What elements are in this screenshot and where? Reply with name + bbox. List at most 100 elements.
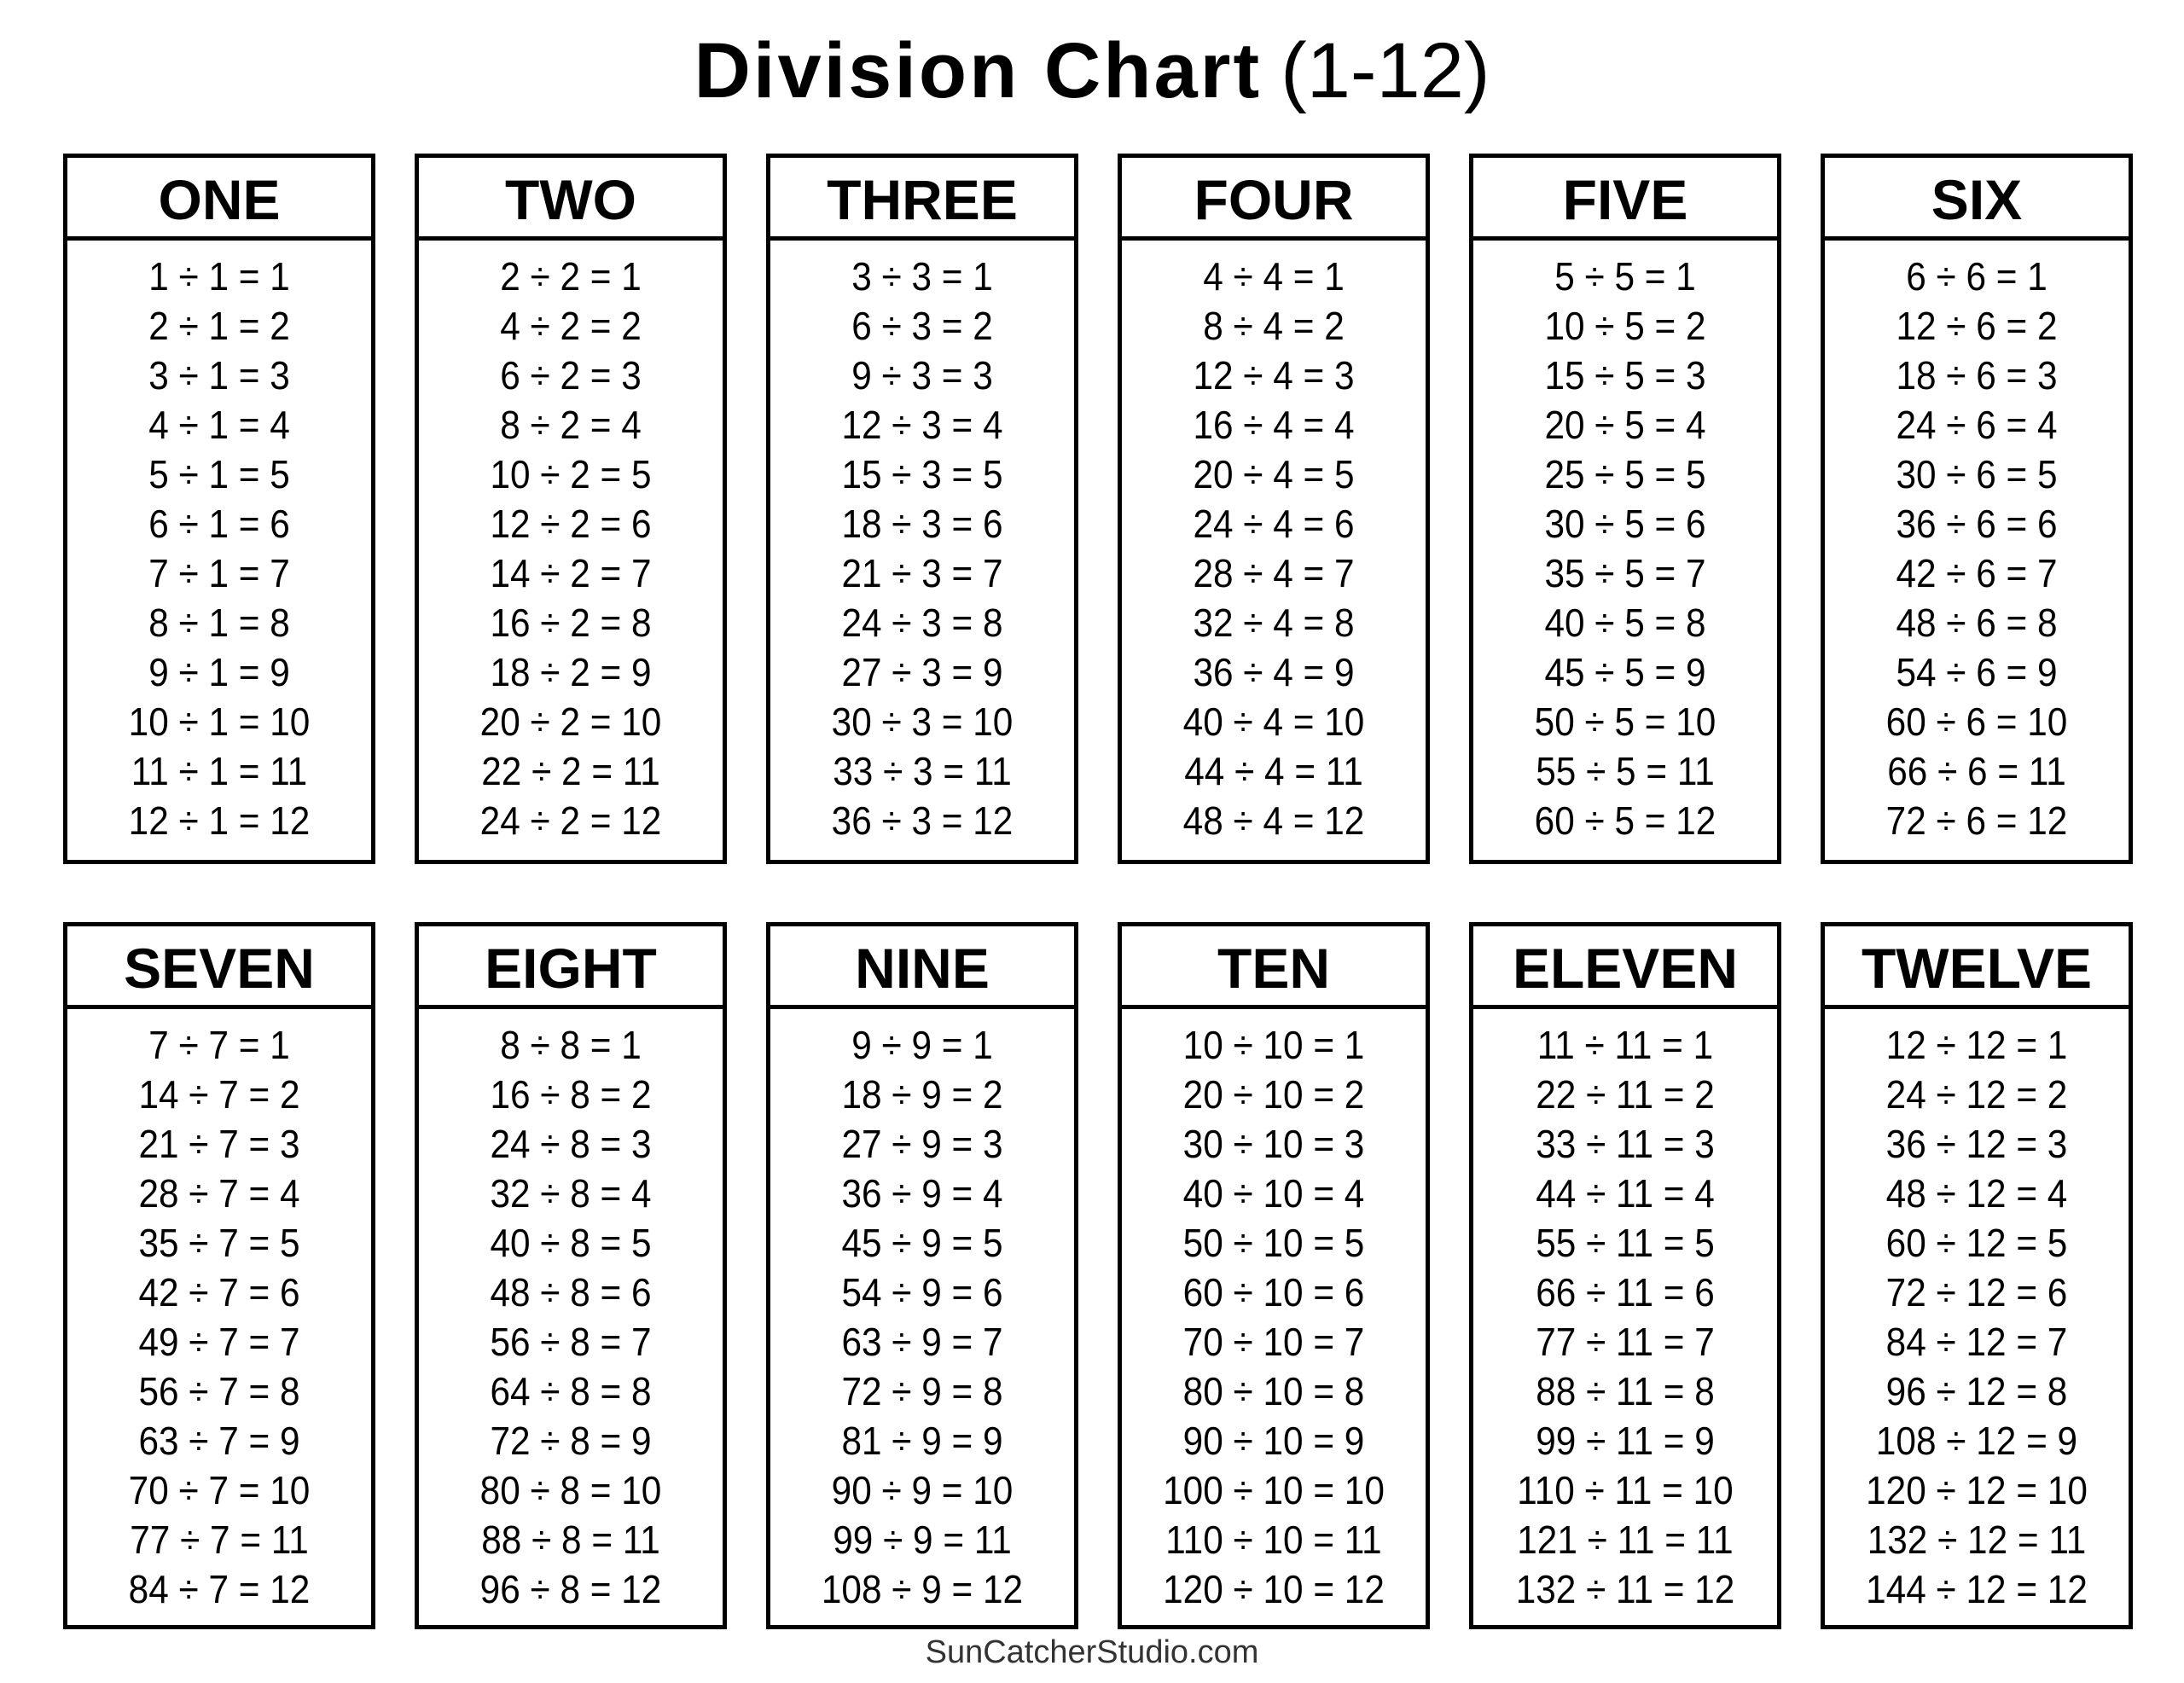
equation-row: 10 ÷ 1 = 10 — [128, 699, 311, 744]
table-heading: TEN — [1122, 926, 1426, 1009]
equation-row: 72 ÷ 6 = 12 — [1885, 798, 2068, 843]
equation-row: 42 ÷ 7 = 6 — [138, 1270, 300, 1314]
equation-row: 30 ÷ 6 = 5 — [1896, 452, 2058, 496]
equation-row: 40 ÷ 5 = 8 — [1544, 601, 1706, 645]
equation-list: 3 ÷ 3 = 1 6 ÷ 3 = 2 9 ÷ 3 = 3 12 ÷ 3 = 4 15 … — [770, 241, 1074, 845]
equation-row: 12 ÷ 6 = 2 — [1896, 304, 2058, 348]
equation-list: 10 ÷ 10 = 1 20 ÷ 10 = 2 30 ÷ 10 = 3 40 ÷ 10… — [1122, 1009, 1426, 1614]
equation-row: 20 ÷ 4 = 5 — [1193, 452, 1355, 496]
equation-row: 100 ÷ 10 = 10 — [1163, 1468, 1385, 1512]
equation-row: 7 ÷ 1 = 7 — [148, 551, 290, 595]
page-title: Division Chart (1-12) — [0, 24, 2184, 118]
equation-row: 10 ÷ 5 = 2 — [1544, 304, 1706, 348]
equation-row: 15 ÷ 5 = 3 — [1544, 353, 1706, 398]
equation-row: 30 ÷ 10 = 3 — [1182, 1122, 1365, 1166]
equation-row: 48 ÷ 8 = 6 — [490, 1270, 652, 1314]
equation-row: 18 ÷ 3 = 6 — [841, 502, 1003, 546]
table-heading: TWELVE — [1825, 926, 2129, 1009]
equation-row: 24 ÷ 4 = 6 — [1193, 502, 1355, 546]
equation-row: 35 ÷ 5 = 7 — [1544, 551, 1706, 595]
equation-row: 9 ÷ 9 = 1 — [851, 1023, 993, 1067]
equation-row: 44 ÷ 4 = 11 — [1184, 749, 1363, 793]
title-main: Division Chart — [694, 27, 1263, 114]
equation-row: 22 ÷ 11 = 2 — [1536, 1072, 1715, 1117]
equation-row: 45 ÷ 9 = 5 — [841, 1221, 1003, 1265]
equation-row: 18 ÷ 2 = 9 — [490, 650, 652, 694]
equation-row: 24 ÷ 8 = 3 — [490, 1122, 652, 1166]
division-table: ELEVEN 11 ÷ 11 = 1 22 ÷ 11 = 2 33 ÷ 11 = 3 4… — [1469, 922, 1781, 1629]
equation-row: 144 ÷ 12 = 12 — [1866, 1567, 2088, 1611]
division-table: THREE 3 ÷ 3 = 1 6 ÷ 3 = 2 9 ÷ 3 = 3 12 ÷ 3 =… — [766, 154, 1078, 864]
equation-row: 110 ÷ 10 = 11 — [1165, 1518, 1382, 1562]
table-heading: SEVEN — [67, 926, 371, 1009]
division-table: TWELVE 12 ÷ 12 = 1 24 ÷ 12 = 2 36 ÷ 12 = 3 4… — [1821, 922, 2133, 1629]
equation-row: 10 ÷ 10 = 1 — [1182, 1023, 1365, 1067]
equation-row: 99 ÷ 9 = 11 — [833, 1518, 1012, 1562]
equation-row: 49 ÷ 7 = 7 — [138, 1320, 300, 1364]
equation-row: 72 ÷ 9 = 8 — [841, 1369, 1003, 1413]
equation-row: 40 ÷ 4 = 10 — [1182, 699, 1365, 744]
equation-row: 14 ÷ 7 = 2 — [138, 1072, 300, 1117]
equation-row: 36 ÷ 9 = 4 — [841, 1171, 1003, 1216]
equation-row: 42 ÷ 6 = 7 — [1896, 551, 2058, 595]
equation-row: 120 ÷ 12 = 10 — [1866, 1468, 2088, 1512]
equation-row: 5 ÷ 5 = 1 — [1554, 254, 1696, 299]
equation-row: 2 ÷ 2 = 1 — [500, 254, 642, 299]
equation-row: 54 ÷ 6 = 9 — [1896, 650, 2058, 694]
equation-row: 4 ÷ 2 = 2 — [500, 304, 642, 348]
equation-row: 56 ÷ 7 = 8 — [138, 1369, 300, 1413]
equation-row: 3 ÷ 3 = 1 — [851, 254, 993, 299]
equation-row: 77 ÷ 7 = 11 — [130, 1518, 309, 1562]
equation-list: 6 ÷ 6 = 1 12 ÷ 6 = 2 18 ÷ 6 = 3 24 ÷ 6 = 4 3… — [1825, 241, 2129, 845]
division-table: TWO 2 ÷ 2 = 1 4 ÷ 2 = 2 6 ÷ 2 = 3 8 ÷ 2 = 4 1… — [415, 154, 727, 864]
equation-row: 60 ÷ 5 = 12 — [1534, 798, 1716, 843]
equation-row: 110 ÷ 11 = 10 — [1517, 1468, 1734, 1512]
equation-row: 24 ÷ 3 = 8 — [841, 601, 1003, 645]
equation-row: 121 ÷ 11 = 11 — [1517, 1518, 1734, 1562]
equation-row: 55 ÷ 5 = 11 — [1536, 749, 1715, 793]
equation-row: 20 ÷ 2 = 10 — [479, 699, 662, 744]
equation-row: 108 ÷ 12 = 9 — [1875, 1419, 2078, 1463]
equation-row: 12 ÷ 2 = 6 — [490, 502, 652, 546]
equation-row: 90 ÷ 9 = 10 — [831, 1468, 1014, 1512]
equation-row: 15 ÷ 3 = 5 — [841, 452, 1003, 496]
equation-row: 40 ÷ 10 = 4 — [1182, 1171, 1365, 1216]
equation-row: 16 ÷ 2 = 8 — [490, 601, 652, 645]
equation-row: 27 ÷ 9 = 3 — [841, 1122, 1003, 1166]
equation-row: 70 ÷ 10 = 7 — [1182, 1320, 1365, 1364]
equation-row: 20 ÷ 10 = 2 — [1182, 1072, 1365, 1117]
equation-row: 64 ÷ 8 = 8 — [490, 1369, 652, 1413]
equation-row: 45 ÷ 5 = 9 — [1544, 650, 1706, 694]
equation-row: 30 ÷ 5 = 6 — [1544, 502, 1706, 546]
equation-row: 25 ÷ 5 = 5 — [1544, 452, 1706, 496]
equation-row: 24 ÷ 6 = 4 — [1896, 403, 2058, 447]
equation-row: 7 ÷ 7 = 1 — [148, 1023, 290, 1067]
equation-row: 96 ÷ 8 = 12 — [479, 1567, 662, 1611]
equation-row: 10 ÷ 2 = 5 — [490, 452, 652, 496]
equation-row: 18 ÷ 6 = 3 — [1896, 353, 2058, 398]
table-heading: THREE — [770, 158, 1074, 241]
footer-credit: SunCatcherStudio.com — [925, 1634, 1259, 1670]
equation-row: 3 ÷ 1 = 3 — [148, 353, 290, 398]
equation-row: 4 ÷ 1 = 4 — [148, 403, 290, 447]
equation-row: 20 ÷ 5 = 4 — [1544, 403, 1706, 447]
equation-row: 18 ÷ 9 = 2 — [841, 1072, 1003, 1117]
division-table: ONE 1 ÷ 1 = 1 2 ÷ 1 = 2 3 ÷ 1 = 3 4 ÷ 1 = 4 5… — [63, 154, 375, 864]
equation-row: 66 ÷ 11 = 6 — [1536, 1270, 1715, 1314]
table-heading: NINE — [770, 926, 1074, 1009]
equation-row: 8 ÷ 1 = 8 — [148, 601, 290, 645]
equation-row: 30 ÷ 3 = 10 — [831, 699, 1014, 744]
equation-list: 5 ÷ 5 = 1 10 ÷ 5 = 2 15 ÷ 5 = 3 20 ÷ 5 = 4 2… — [1473, 241, 1777, 845]
equation-row: 28 ÷ 4 = 7 — [1193, 551, 1355, 595]
equation-row: 6 ÷ 6 = 1 — [1906, 254, 2048, 299]
equation-row: 108 ÷ 9 = 12 — [821, 1567, 1024, 1611]
table-heading: FIVE — [1473, 158, 1777, 241]
equation-row: 63 ÷ 9 = 7 — [841, 1320, 1003, 1364]
equation-list: 2 ÷ 2 = 1 4 ÷ 2 = 2 6 ÷ 2 = 3 8 ÷ 2 = 4 10 ÷… — [419, 241, 723, 845]
equation-row: 60 ÷ 6 = 10 — [1885, 699, 2068, 744]
equation-row: 11 ÷ 1 = 11 — [131, 749, 308, 793]
division-table: EIGHT 8 ÷ 8 = 1 16 ÷ 8 = 2 24 ÷ 8 = 3 32 ÷ 8… — [415, 922, 727, 1629]
equation-row: 32 ÷ 8 = 4 — [490, 1171, 652, 1216]
equation-row: 120 ÷ 10 = 12 — [1163, 1567, 1385, 1611]
equation-row: 60 ÷ 10 = 6 — [1182, 1270, 1365, 1314]
